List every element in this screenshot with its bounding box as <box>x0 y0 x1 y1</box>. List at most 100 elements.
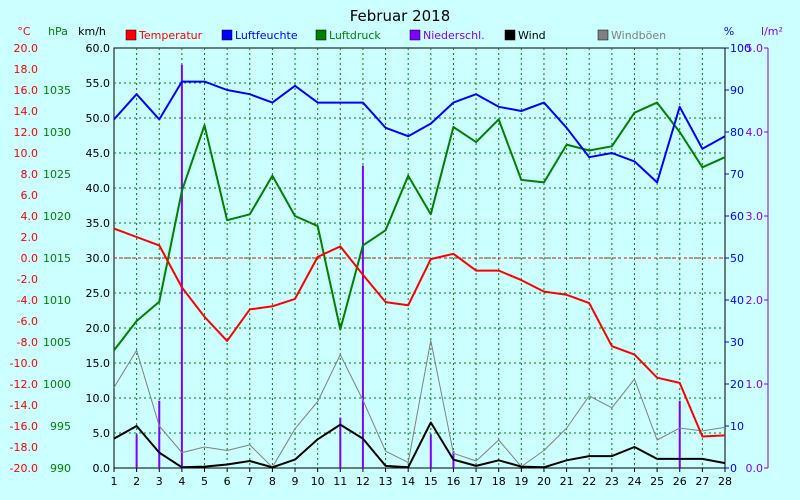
x-tick-label: 24 <box>627 475 641 488</box>
wind-tick-label: 0.0 <box>93 462 111 475</box>
temp-tick-label: 2.0 <box>21 231 39 244</box>
humidity-unit: % <box>724 25 734 38</box>
pressure-tick-label: 1015 <box>43 252 71 265</box>
x-tick-label: 25 <box>650 475 664 488</box>
series-line-humidity <box>113 80 726 184</box>
pressure-tick-label: 990 <box>50 462 71 475</box>
temp-tick-label: -2.0 <box>17 273 38 286</box>
precip-tick-label: 4.0 <box>746 126 764 139</box>
humidity-tick-label: 80 <box>730 126 744 139</box>
grid <box>114 48 725 468</box>
legend-swatch <box>597 29 609 41</box>
axes: 1 2 3 4 5 6 7 8 9 10 11 12 13 14 15 16 17 18 19 20 21 22 23 24 2… <box>10 42 769 488</box>
x-tick-label: 7 <box>246 475 253 488</box>
x-tick-label: 15 <box>424 475 438 488</box>
legend-label: Wind <box>518 29 546 42</box>
wind-tick-label: 45.0 <box>86 147 111 160</box>
temp-tick-label: -8.0 <box>17 336 38 349</box>
temp-tick-label: 20.0 <box>14 42 39 55</box>
temp-tick-label: -16.0 <box>10 420 38 433</box>
x-tick-label: 27 <box>695 475 709 488</box>
temp-tick-label: -6.0 <box>17 315 38 328</box>
series-line-temp <box>113 227 726 438</box>
wind-tick-label: 15.0 <box>86 357 111 370</box>
precip-unit: l/m² <box>761 25 783 38</box>
humidity-tick-label: 10 <box>730 420 744 433</box>
wind-tick-label: 40.0 <box>86 182 111 195</box>
x-tick-label: 16 <box>446 475 460 488</box>
temp-tick-label: 8.0 <box>21 168 39 181</box>
x-tick-label: 14 <box>401 475 415 488</box>
x-tick-label: 20 <box>537 475 551 488</box>
humidity-tick-label: 100 <box>730 42 751 55</box>
series-line-pressure <box>113 101 726 352</box>
series-line-wind <box>113 421 726 469</box>
x-tick-label: 26 <box>673 475 687 488</box>
x-tick-label: 19 <box>514 475 528 488</box>
temp-tick-label: -18.0 <box>10 441 38 454</box>
temp-tick-label: 16.0 <box>14 84 39 97</box>
pressure-tick-label: 1020 <box>43 210 71 223</box>
x-tick-label: 10 <box>311 475 325 488</box>
humidity-tick-label: 30 <box>730 336 744 349</box>
x-tick-label: 23 <box>605 475 619 488</box>
legend-label: Temperatur <box>138 29 203 42</box>
legend-swatch <box>409 29 421 41</box>
pressure-tick-label: 1035 <box>43 84 71 97</box>
x-tick-label: 13 <box>379 475 393 488</box>
x-tick-label: 6 <box>224 475 231 488</box>
temp-tick-label: 4.0 <box>21 210 39 223</box>
temp-tick-label: -14.0 <box>10 399 38 412</box>
legend-label: Luftfeuchte <box>235 29 298 42</box>
x-tick-label: 17 <box>469 475 483 488</box>
series-lines <box>113 80 726 469</box>
wind-tick-label: 5.0 <box>93 427 111 440</box>
legend-swatch <box>221 29 233 41</box>
pressure-tick-label: 995 <box>50 420 71 433</box>
precip-tick-label: 1.0 <box>746 378 764 391</box>
humidity-tick-label: 90 <box>730 84 744 97</box>
axis-units: °C hPa km/h% l/m² <box>17 25 783 38</box>
legend-label: Niederschl. <box>423 29 485 42</box>
pressure-unit: hPa <box>48 25 68 38</box>
x-tick-label: 3 <box>156 475 163 488</box>
temp-tick-label: 14.0 <box>14 105 39 118</box>
temp-tick-label: -20.0 <box>10 462 38 475</box>
temp-tick-label: 0.0 <box>21 252 39 265</box>
wind-tick-label: 60.0 <box>86 42 111 55</box>
temp-tick-label: 12.0 <box>14 126 39 139</box>
temp-tick-label: 10.0 <box>14 147 39 160</box>
precip-tick-label: 2.0 <box>746 294 764 307</box>
pressure-tick-label: 1030 <box>43 126 71 139</box>
wind-unit: km/h <box>78 25 106 38</box>
legend-swatch <box>504 29 516 41</box>
x-tick-label: 11 <box>333 475 347 488</box>
x-tick-label: 22 <box>582 475 596 488</box>
precip-bars <box>135 64 681 468</box>
temp-tick-label: -12.0 <box>10 378 38 391</box>
humidity-tick-label: 60 <box>730 210 744 223</box>
wind-tick-label: 25.0 <box>86 287 111 300</box>
temp-tick-label: 6.0 <box>21 189 39 202</box>
humidity-tick-label: 50 <box>730 252 744 265</box>
x-tick-label: 4 <box>178 475 185 488</box>
legend-swatch <box>125 29 137 41</box>
legend: Temperatur Luftfeuchte Luftdruck Niederschl… <box>125 29 666 42</box>
pressure-tick-label: 1000 <box>43 378 71 391</box>
pressure-tick-label: 1005 <box>43 336 71 349</box>
temp-tick-label: -10.0 <box>10 357 38 370</box>
temp-unit: °C <box>17 25 31 38</box>
humidity-tick-label: 20 <box>730 378 744 391</box>
wind-tick-label: 55.0 <box>86 77 111 90</box>
legend-swatch <box>315 29 327 41</box>
humidity-tick-label: 40 <box>730 294 744 307</box>
precip-tick-label: 3.0 <box>746 210 764 223</box>
wind-tick-label: 50.0 <box>86 112 111 125</box>
temp-tick-label: 18.0 <box>14 63 39 76</box>
x-tick-label: 21 <box>560 475 574 488</box>
wind-tick-label: 30.0 <box>86 252 111 265</box>
x-tick-label: 18 <box>492 475 506 488</box>
temp-tick-label: -4.0 <box>17 294 38 307</box>
x-tick-label: 9 <box>292 475 299 488</box>
